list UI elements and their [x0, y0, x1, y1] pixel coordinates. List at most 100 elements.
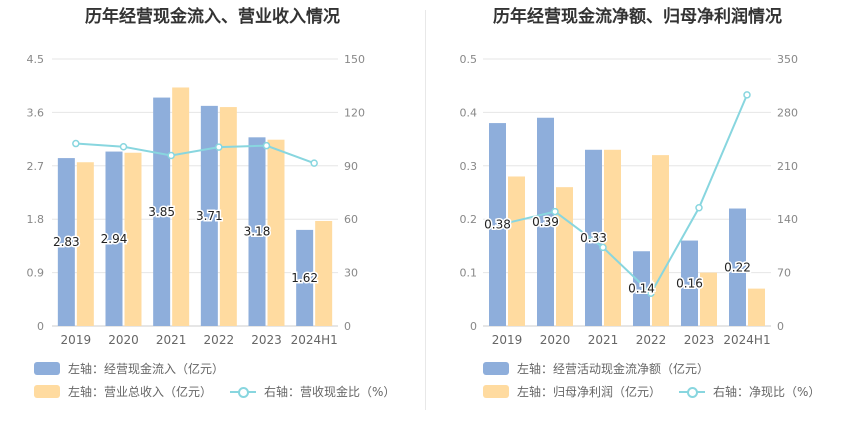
right-axis-tick-label: 140	[777, 213, 798, 226]
bar-secondary	[748, 288, 765, 326]
line-point	[599, 243, 607, 252]
legend-swatch-orange	[34, 385, 60, 398]
left-axis-tick-label: 0.1	[460, 267, 478, 280]
legend-label[interactable]: 左轴：经营活动现金流净额（亿元）	[517, 362, 710, 376]
bar-secondary	[700, 272, 717, 326]
bar-data-label: 0.33	[580, 231, 607, 245]
bar-primary	[248, 137, 266, 326]
bar-primary	[633, 251, 650, 326]
bar-data-label: 2.83	[53, 235, 80, 249]
legend-row-1: 左轴：经营现金流入（亿元）	[34, 360, 224, 377]
line-point	[503, 219, 511, 227]
series-line	[75, 142, 315, 165]
bar-data-label: 1.62	[291, 271, 318, 285]
right-axis-tick-label: 0	[777, 320, 784, 333]
legend-swatch-blue	[34, 362, 60, 375]
chart-title: 历年经营现金流净额、归母净利润情况	[493, 7, 782, 27]
series-line	[506, 94, 748, 295]
left-axis-tick-label: 3.6	[27, 106, 45, 119]
bar-primary	[729, 208, 746, 326]
left-axis-tick-label: 0.5	[460, 53, 478, 66]
bar-secondary	[556, 187, 573, 326]
right-axis-tick-label: 280	[777, 106, 798, 119]
left-axis-tick-label: 1.8	[27, 213, 45, 226]
left-axis-tick-label: 0.9	[27, 267, 45, 280]
right-axis-tick-label: 120	[344, 106, 365, 119]
x-axis-category-label: 2020	[540, 333, 571, 347]
legend-row-1: 左轴：经营活动现金流净额（亿元）	[483, 360, 709, 377]
line-point	[695, 204, 703, 212]
line-point	[310, 159, 318, 167]
chart-title: 历年经营现金流入、营业收入情况	[85, 7, 340, 27]
bar-data-label: 3.85	[148, 205, 175, 219]
legend-swatch-blue	[483, 362, 509, 375]
right-axis-tick-label: 30	[344, 267, 358, 280]
right-axis-tick-label: 60	[344, 213, 358, 226]
bar-primary	[200, 105, 218, 326]
line-point	[647, 289, 655, 297]
legend-label[interactable]: 左轴：归母净利润（亿元）	[517, 385, 662, 399]
x-axis-category-label: 2019	[61, 333, 92, 347]
right-axis-tick-label: 150	[344, 53, 365, 66]
bar-data-label: 0.38	[484, 218, 511, 232]
chart-panel-left: 历年经营现金流入、营业收入情况 0 0.9 1.8 2.7 3.6 4.5 0 30 60 90 1…	[27, 7, 396, 400]
bar-data-label: 2.94	[101, 232, 128, 246]
bar-secondary	[172, 87, 190, 326]
bar-primary	[105, 151, 123, 326]
left-axis-tick-label: 0	[470, 320, 477, 333]
bar-secondary	[76, 162, 94, 326]
right-axis-tick-label: 70	[777, 267, 791, 280]
legend-row-2: 左轴：营业总收入（亿元） 右轴：营收现金比（%）	[34, 383, 395, 400]
right-axis-tick-label: 350	[777, 53, 798, 66]
left-axis-tick-label: 0.4	[460, 106, 478, 119]
chart-panel-right: 历年经营现金流净额、归母净利润情况 0 0.1 0.2 0.3 0.4 0.5 0 70 140…	[425, 0, 850, 437]
right-axis-tick-label: 0	[344, 320, 351, 333]
chart-plot-area: 0 0.9 1.8 2.7 3.6 4.5 0 30 60 90 120 150 2019 2020 202…	[27, 53, 366, 347]
legend-swatch-orange	[483, 385, 509, 398]
left-axis-tick-label: 4.5	[27, 53, 45, 66]
x-axis-category-label: 2020	[108, 333, 139, 347]
bar-secondary	[219, 107, 237, 326]
line-point	[262, 141, 271, 150]
legend-label[interactable]: 左轴：经营现金流入（亿元）	[68, 362, 225, 376]
legend-line-icon	[679, 385, 706, 398]
x-axis-category-label: 2019	[492, 333, 523, 347]
left-axis-tick-label: 0.2	[460, 213, 478, 226]
bar-secondary	[315, 220, 333, 326]
line-point	[72, 139, 80, 148]
x-axis-category-label: 2021	[156, 333, 187, 347]
bar-primary	[681, 240, 698, 326]
bar-secondary	[604, 149, 621, 326]
x-axis-category-label: 2023	[684, 333, 715, 347]
legend-row-2: 左轴：归母净利润（亿元） 右轴：净现比（%）	[483, 383, 820, 400]
chart-plot-area: 0 0.1 0.2 0.3 0.4 0.5 0 70 140 210 280 350 2019 2020 2…	[460, 53, 799, 347]
bar-primary	[57, 158, 75, 326]
line-point	[743, 91, 751, 99]
bar-secondary	[652, 155, 669, 326]
right-axis-tick-label: 210	[777, 160, 798, 173]
panel-divider	[425, 10, 426, 410]
legend-label[interactable]: 左轴：营业总收入（亿元）	[68, 385, 213, 399]
left-axis-tick-label: 2.7	[27, 160, 45, 173]
line-point	[551, 207, 559, 216]
bar-primary	[489, 123, 506, 326]
legend-line-icon	[230, 385, 257, 398]
bar-data-label: 0.22	[724, 260, 751, 274]
x-axis-category-label: 2023	[251, 333, 282, 347]
left-axis-tick-label: 0	[37, 320, 44, 333]
x-axis-category-label: 2021	[588, 333, 619, 347]
legend-label[interactable]: 右轴：净现比（%）	[713, 385, 821, 399]
x-axis-category-label: 2022	[636, 333, 667, 347]
bar-data-label: 0.14	[628, 282, 655, 296]
legend-label[interactable]: 右轴：营收现金比（%）	[264, 385, 396, 399]
bar-secondary	[267, 139, 285, 326]
x-axis-category-label: 2024H1	[723, 333, 770, 347]
bar-primary	[585, 149, 602, 326]
line-point	[119, 143, 128, 151]
bar-data-label: 3.71	[196, 209, 223, 223]
bar-primary	[296, 229, 314, 326]
line-point	[215, 143, 223, 151]
bar-primary	[537, 117, 554, 327]
bar-data-label: 3.18	[244, 225, 271, 239]
bar-secondary	[124, 152, 142, 326]
